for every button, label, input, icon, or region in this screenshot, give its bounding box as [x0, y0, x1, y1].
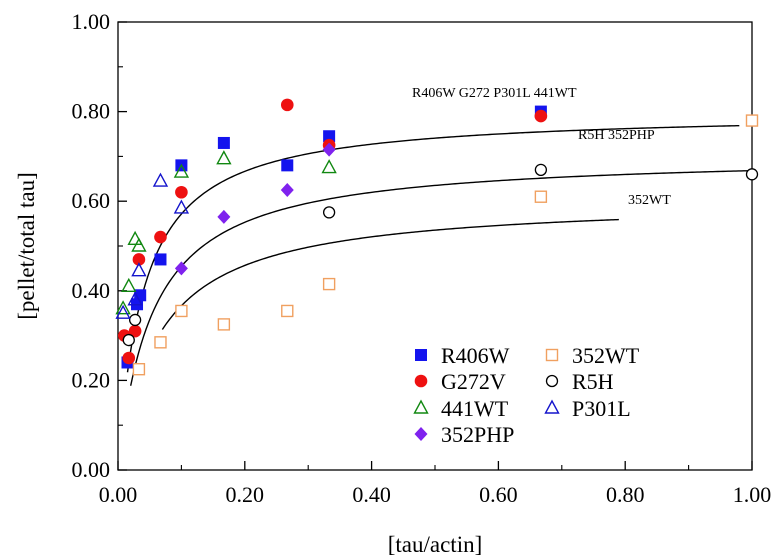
fit-curve [161, 218, 619, 330]
fit-curve-label: R5H 352PHP [578, 128, 655, 143]
y-tick-label: 0.20 [72, 367, 111, 392]
fit-curve [129, 170, 749, 386]
legend-label: G272V [441, 369, 506, 394]
data-point [154, 336, 167, 349]
data-point [115, 304, 131, 319]
data-point [152, 172, 169, 187]
legend-label: 352PHP [441, 422, 514, 447]
y-tick-label: 0.60 [72, 188, 111, 213]
data-point [322, 142, 336, 157]
fit-curve-label: R406W G272 P301L 441WT [412, 86, 577, 101]
legend-label: R406W [441, 343, 510, 368]
data-point [128, 313, 142, 327]
series-p301l [115, 172, 190, 319]
data-point [322, 277, 336, 291]
series-r5h [122, 163, 759, 347]
data-point [534, 190, 548, 203]
series-352php [174, 142, 336, 276]
series-441wt [115, 150, 337, 315]
fit-curve [126, 124, 740, 373]
data-point [132, 363, 146, 376]
legend-marker [545, 348, 559, 362]
x-tick-label: 0.40 [352, 482, 391, 507]
axes: 0.00 0.20 0.40 0.60 0.80 1.00 0.00 0.20 0.40 0.60… [14, 9, 771, 557]
x-tick-label: 0.80 [606, 482, 645, 507]
data-point [281, 304, 294, 318]
x-tick-label: 1.00 [733, 482, 772, 507]
legend-marker [414, 427, 428, 441]
data-point [115, 300, 131, 315]
data-point [323, 130, 336, 143]
data-point [131, 262, 147, 277]
data-point [534, 163, 548, 176]
x-axis-title: [tau/actin] [388, 532, 483, 557]
data-point [127, 230, 143, 245]
data-point [122, 333, 135, 347]
data-point [122, 351, 136, 365]
legend-label: 352WT [572, 343, 640, 368]
data-point [154, 253, 167, 266]
data-points [115, 98, 759, 376]
data-point [121, 277, 137, 293]
fit-curve-label: 352WT [628, 193, 671, 208]
y-tick-label: 0.00 [72, 457, 111, 482]
data-point [175, 185, 188, 199]
data-point [280, 98, 294, 112]
data-point [217, 318, 231, 331]
legend-marker [544, 399, 560, 414]
y-axis-title: [pellet/total tau] [14, 172, 39, 320]
data-point [127, 291, 143, 306]
series-352wt [132, 114, 759, 376]
data-point [321, 159, 337, 174]
x-tick-label: 0.00 [99, 482, 138, 507]
data-point [280, 183, 294, 197]
legend-marker [415, 349, 427, 361]
legend-label: 441WT [441, 396, 509, 421]
data-point [132, 253, 146, 266]
data-point [173, 199, 190, 214]
legend-marker [413, 399, 429, 414]
data-point [131, 237, 147, 252]
data-point [217, 136, 230, 149]
data-point [174, 261, 188, 276]
y-tick-label: 0.80 [72, 99, 111, 124]
y-tick-label: 0.40 [72, 278, 111, 303]
data-point [217, 209, 231, 224]
y-tick-label: 1.00 [72, 9, 111, 34]
legend-marker [414, 374, 428, 388]
x-tick-label: 0.20 [226, 482, 265, 507]
legend-label: P301L [572, 396, 631, 421]
data-point [128, 324, 142, 338]
data-point [173, 163, 190, 178]
data-point [322, 206, 336, 219]
data-point [175, 304, 188, 318]
legend-label: R5H [572, 369, 614, 394]
data-point [534, 109, 548, 123]
data-point [745, 114, 759, 127]
data-point [745, 168, 759, 181]
fit-curves: R406W G272 P301L 441WT R5H 352PHP 352WT [126, 86, 749, 386]
legend-marker [545, 374, 559, 388]
data-point [216, 150, 232, 165]
data-point [154, 230, 167, 244]
data-point [134, 289, 147, 302]
x-tick-label: 0.60 [479, 482, 518, 507]
data-point [281, 159, 294, 172]
